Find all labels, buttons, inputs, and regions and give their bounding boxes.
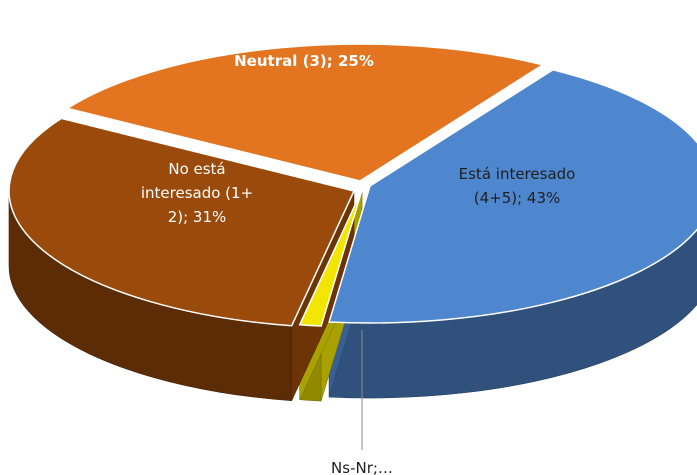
slice-label-line: Está interesado <box>459 165 576 183</box>
pie-tops <box>8 43 697 327</box>
slice-label-line: No está <box>168 160 225 178</box>
pie-slice-neutral <box>65 43 545 182</box>
slice-label-line: Neutral (3); 25% <box>234 52 374 70</box>
pie-slice-no <box>8 117 356 327</box>
slice-label-line: (4+5); 43% <box>474 189 561 207</box>
slice-label-interesado: Está interesado (4+5); 43% <box>459 165 576 207</box>
slice-label-line: Ns-Nr;… <box>331 459 393 475</box>
pie-slice-interesado <box>328 69 697 324</box>
slice-label-line: 2); 31% <box>168 208 227 226</box>
slice-label-neutral: Neutral (3); 25% <box>234 52 374 70</box>
slice-label-line: interesado (1+ <box>141 184 253 202</box>
slice-labels: Está interesado (4+5); 43% Ns-Nr;… No está i… <box>141 52 576 475</box>
slice-label-nsnr: Ns-Nr;… <box>331 459 393 475</box>
pie-slice-nsnr <box>298 189 363 327</box>
slice-label-no: No está interesado (1+ 2); 31% <box>141 160 253 226</box>
